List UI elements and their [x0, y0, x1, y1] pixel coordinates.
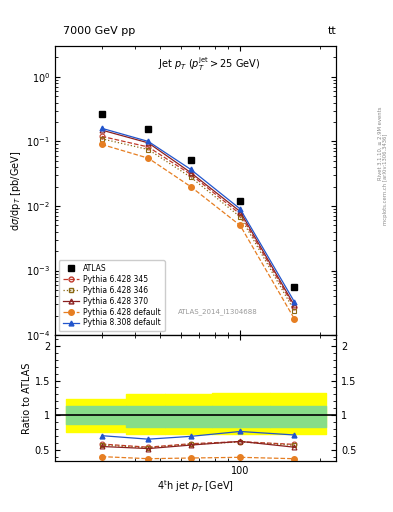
Text: mcplots.cern.ch [arXiv:1306.3436]: mcplots.cern.ch [arXiv:1306.3436] — [384, 134, 388, 225]
Line: Pythia 6.428 370: Pythia 6.428 370 — [99, 127, 297, 308]
Pythia 6.428 346 — [238, 214, 242, 220]
Pythia 6.428 default — [99, 141, 104, 147]
Y-axis label: Ratio to ATLAS: Ratio to ATLAS — [22, 362, 32, 434]
Pythia 6.428 default — [188, 183, 193, 189]
Text: Rivet 3.1.10, ≥ 2.9M events: Rivet 3.1.10, ≥ 2.9M events — [378, 106, 383, 180]
Pythia 8.308 default — [188, 166, 193, 173]
Pythia 6.428 370 — [238, 208, 242, 215]
Pythia 8.308 default — [292, 298, 297, 305]
Pythia 6.428 345 — [146, 144, 151, 150]
Text: Jet $p_T$ ($p_T^{\mathrm{jet}}>$25 GeV): Jet $p_T$ ($p_T^{\mathrm{jet}}>$25 GeV) — [158, 55, 261, 73]
Text: tt: tt — [327, 26, 336, 36]
Pythia 6.428 370 — [292, 302, 297, 308]
Pythia 6.428 346 — [99, 136, 104, 142]
Pythia 6.428 default — [238, 222, 242, 228]
X-axis label: 4$^{\mathrm{t}}$h jet $p_T$ [GeV]: 4$^{\mathrm{t}}$h jet $p_T$ [GeV] — [157, 478, 234, 494]
Pythia 6.428 default — [146, 155, 151, 161]
Pythia 6.428 346 — [188, 174, 193, 180]
Line: Pythia 8.308 default: Pythia 8.308 default — [99, 126, 297, 304]
Pythia 8.308 default — [146, 138, 151, 144]
Pythia 6.428 345 — [238, 211, 242, 217]
Line: ATLAS: ATLAS — [98, 110, 298, 291]
Text: 7000 GeV pp: 7000 GeV pp — [63, 26, 135, 36]
Legend: ATLAS, Pythia 6.428 345, Pythia 6.428 346, Pythia 6.428 370, Pythia 6.428 defaul: ATLAS, Pythia 6.428 345, Pythia 6.428 34… — [59, 260, 165, 331]
ATLAS — [292, 284, 297, 290]
ATLAS — [188, 157, 193, 163]
ATLAS — [238, 198, 242, 204]
Pythia 8.308 default — [99, 125, 104, 132]
ATLAS — [146, 126, 151, 132]
Pythia 6.428 345 — [99, 133, 104, 139]
Line: Pythia 6.428 default: Pythia 6.428 default — [99, 142, 297, 322]
Pythia 6.428 345 — [292, 304, 297, 310]
Pythia 6.428 370 — [99, 127, 104, 133]
Y-axis label: d$\sigma$/dp$_T$ [pb/GeV]: d$\sigma$/dp$_T$ [pb/GeV] — [9, 151, 23, 231]
Line: Pythia 6.428 345: Pythia 6.428 345 — [99, 134, 297, 310]
Pythia 6.428 345 — [188, 171, 193, 177]
Pythia 6.428 346 — [292, 308, 297, 314]
Pythia 6.428 346 — [146, 146, 151, 153]
Text: ATLAS_2014_I1304688: ATLAS_2014_I1304688 — [178, 308, 258, 315]
Line: Pythia 6.428 346: Pythia 6.428 346 — [99, 136, 297, 313]
Pythia 6.428 default — [292, 315, 297, 322]
Pythia 8.308 default — [238, 206, 242, 212]
Pythia 6.428 370 — [188, 169, 193, 176]
Pythia 6.428 370 — [146, 140, 151, 146]
ATLAS — [99, 111, 104, 117]
